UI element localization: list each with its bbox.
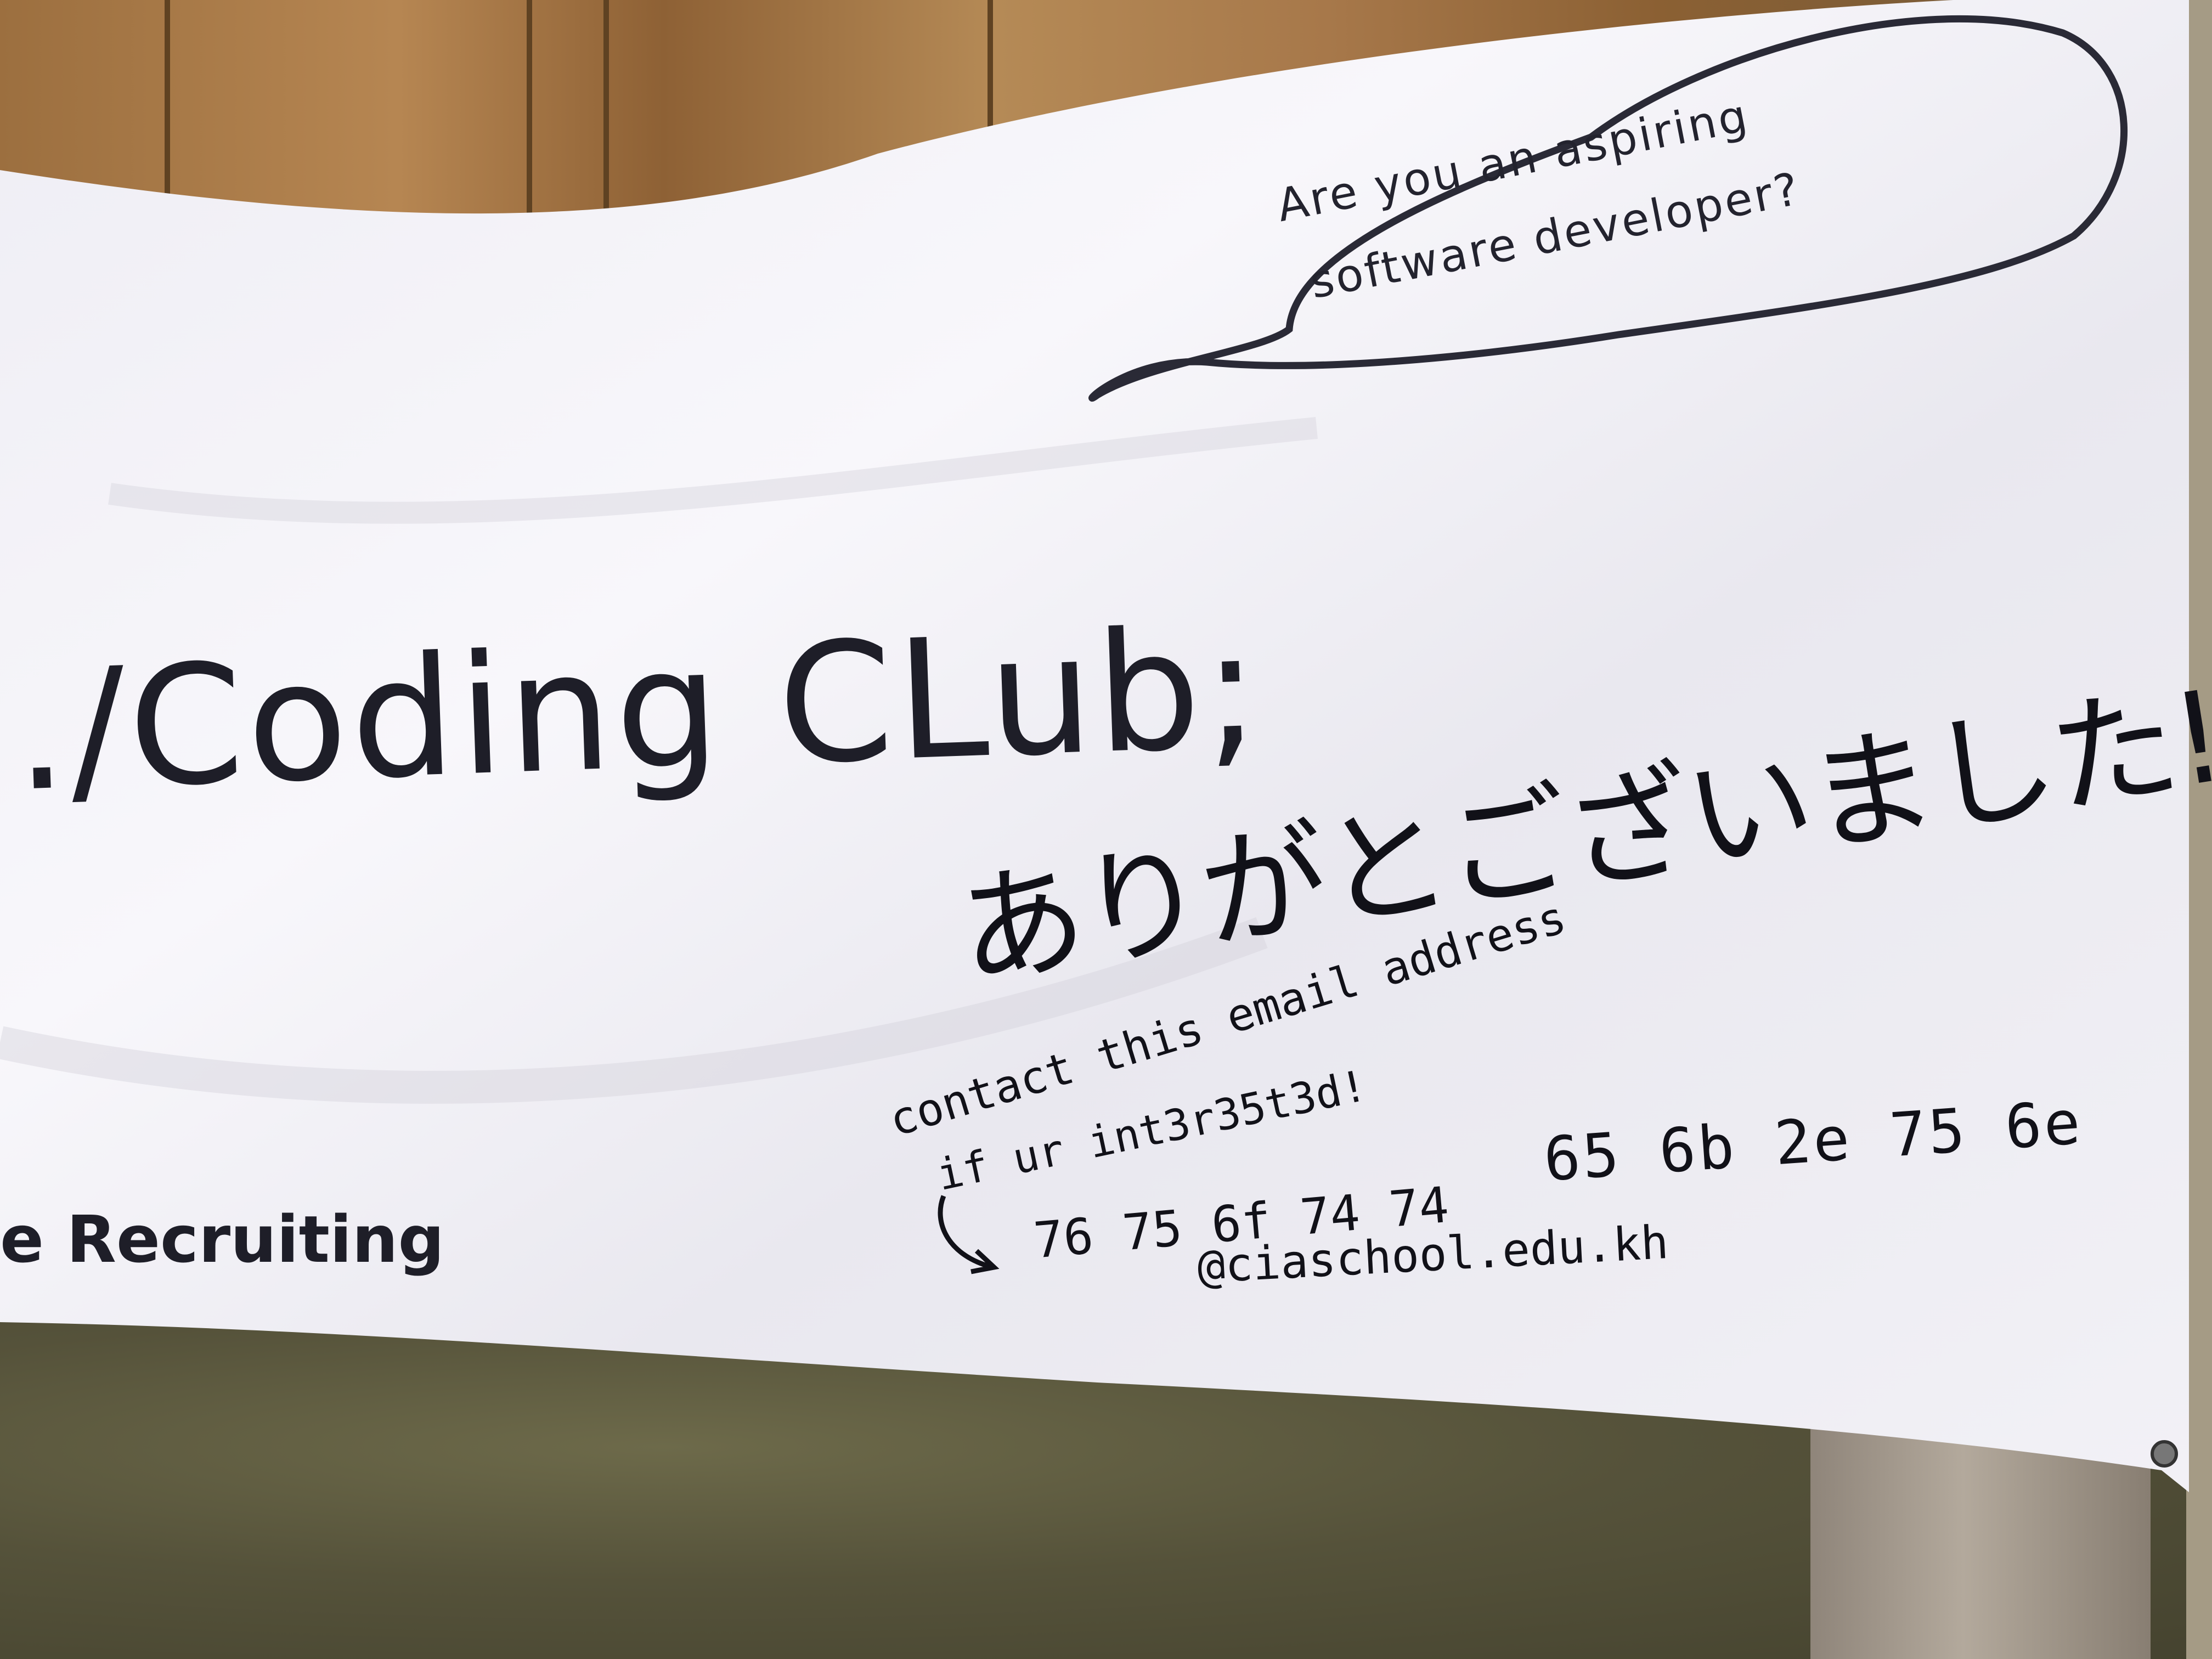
thought-cloud-outline	[1088, 15, 2128, 402]
recruiting-text: e Recruiting	[0, 1201, 444, 1277]
wall-panel-seam	[165, 0, 170, 285]
wall-panel-seam	[527, 0, 532, 285]
support-post	[2186, 0, 2212, 1659]
grommet	[2151, 1440, 2178, 1468]
wall-panel-seam	[603, 0, 609, 285]
curved-arrow-icon	[938, 1195, 1000, 1274]
